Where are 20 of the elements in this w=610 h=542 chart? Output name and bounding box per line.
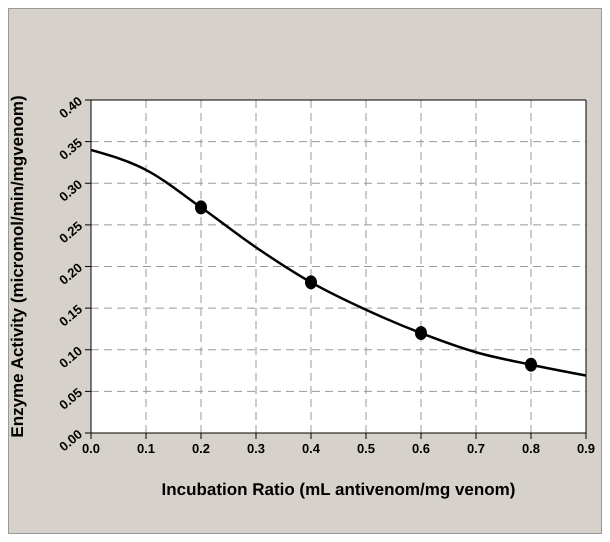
x-tick-label: 0.7: [466, 441, 486, 456]
x-tick-label: 0.8: [522, 441, 540, 456]
x-tick-label: 0.9: [576, 441, 596, 456]
x-tick-label: 0.3: [246, 441, 266, 456]
y-tick-label: 0.10: [56, 343, 86, 371]
y-tick-label: 0.30: [56, 176, 86, 204]
y-tick-label: 0.20: [56, 260, 86, 288]
x-tick-label: 0.1: [136, 441, 156, 456]
x-tick-label: 0.2: [192, 441, 210, 456]
x-tick-label: 0.6: [412, 441, 430, 456]
y-tick-label: 0.40: [56, 93, 86, 122]
y-tick-label: 0.35: [56, 135, 86, 163]
x-tick-label: 0.0: [82, 441, 100, 456]
x-tick-label: 0.5: [356, 441, 376, 456]
y-tick-label: 0.15: [56, 302, 86, 330]
y-tick-label: 0.25: [56, 218, 86, 246]
y-tick-label: 0.05: [56, 384, 86, 413]
y-axis-title: Enzyme Activity (micromol/min/mgvenom): [8, 95, 28, 438]
x-tick-label: 0.4: [302, 441, 321, 456]
x-axis-title: Incubation Ratio (mL antivenom/mg venom): [162, 480, 516, 499]
